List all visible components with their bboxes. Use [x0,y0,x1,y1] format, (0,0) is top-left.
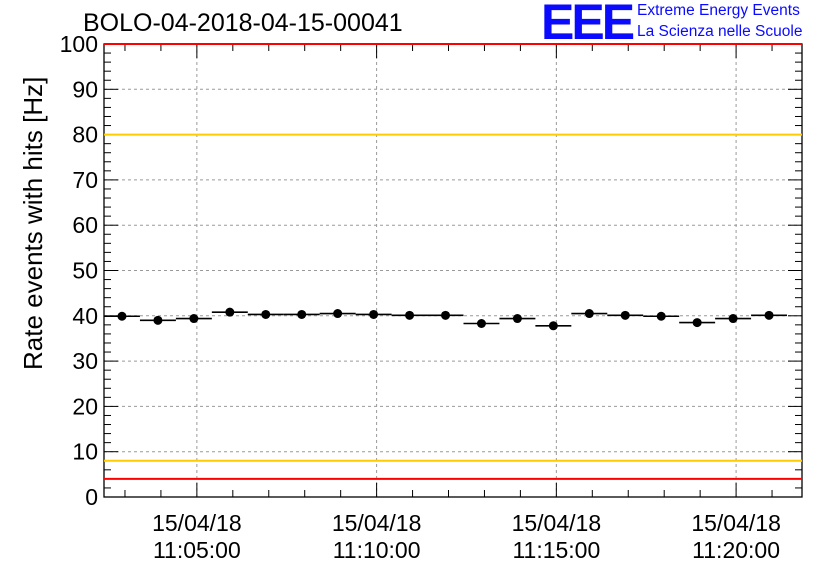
x-tick-label-date: 15/04/18 [512,510,602,536]
data-point [117,311,127,321]
data-point [764,310,774,320]
x-tick-label-time: 11:10:00 [333,537,421,563]
data-point [476,319,486,329]
y-tick-label: 10 [72,439,98,465]
y-tick-label: 40 [72,303,98,329]
data-point [405,310,415,320]
y-axis-label: Rate events with hits [Hz] [18,76,48,370]
x-tick-label-time: 11:05:00 [153,537,241,563]
data-point [153,315,163,325]
data-point [512,314,522,324]
data-point [548,321,558,331]
y-tick-label: 30 [72,348,98,374]
y-tick-label: 20 [72,393,98,419]
data-point [692,318,702,328]
x-tick-label-time: 11:20:00 [692,537,780,563]
y-tick-label: 0 [85,484,98,510]
data-point [584,309,594,319]
data-point [333,309,343,319]
eee-logo: EEE [541,0,635,50]
y-tick-label: 100 [60,31,98,57]
data-point [261,309,271,319]
x-tick-label-date: 15/04/18 [691,510,781,536]
logo-line-1: Extreme Energy Events [637,2,800,19]
y-tick-label: 70 [72,167,98,193]
x-tick-label-date: 15/04/18 [332,510,422,536]
y-tick-label: 80 [72,122,98,148]
logo-line-2: La Scienza nelle Scuole [637,23,803,40]
data-point [225,307,235,317]
y-tick-label: 60 [72,212,98,238]
x-tick-label-date: 15/04/18 [152,510,242,536]
data-point [297,309,307,319]
chart-title: BOLO-04-2018-04-15-00041 [83,9,403,37]
data-point [620,310,630,320]
y-tick-label: 50 [72,258,98,284]
x-tick-label-time: 11:15:00 [512,537,600,563]
data-point [441,310,451,320]
y-tick-label: 90 [72,76,98,102]
data-point [369,309,379,319]
data-point [656,311,666,321]
data-point [189,314,199,324]
data-point [728,314,738,324]
